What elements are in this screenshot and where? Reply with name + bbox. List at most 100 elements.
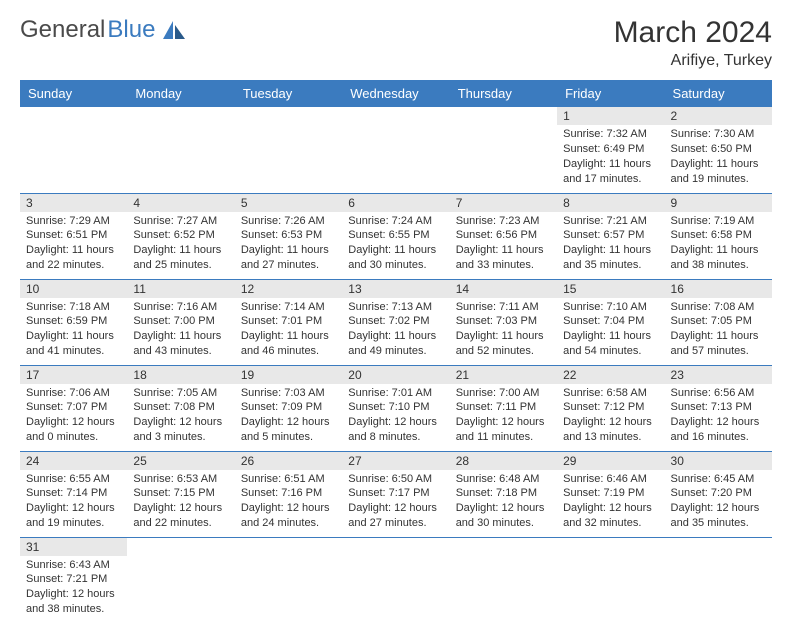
calendar-cell: 26Sunrise: 6:51 AMSunset: 7:16 PMDayligh… <box>235 451 342 537</box>
day-line: Sunset: 7:09 PM <box>241 400 336 415</box>
day-line: Sunset: 7:08 PM <box>133 400 228 415</box>
day-line: Daylight: 12 hours <box>133 501 228 516</box>
calendar-cell: 25Sunrise: 6:53 AMSunset: 7:15 PMDayligh… <box>127 451 234 537</box>
calendar-cell <box>235 107 342 193</box>
day-line: Sunset: 7:01 PM <box>241 314 336 329</box>
calendar-row: 10Sunrise: 7:18 AMSunset: 6:59 PMDayligh… <box>20 279 772 365</box>
day-line: and 19 minutes. <box>26 516 121 531</box>
day-number: 10 <box>20 280 127 298</box>
day-content: Sunrise: 6:50 AMSunset: 7:17 PMDaylight:… <box>342 470 449 535</box>
day-number: 22 <box>557 366 664 384</box>
day-line: Daylight: 12 hours <box>563 415 658 430</box>
day-number: 25 <box>127 452 234 470</box>
day-line: Sunset: 6:59 PM <box>26 314 121 329</box>
day-line: Sunrise: 6:46 AM <box>563 472 658 487</box>
calendar-cell: 9Sunrise: 7:19 AMSunset: 6:58 PMDaylight… <box>665 193 772 279</box>
day-content: Sunrise: 7:19 AMSunset: 6:58 PMDaylight:… <box>665 212 772 277</box>
calendar-cell: 31Sunrise: 6:43 AMSunset: 7:21 PMDayligh… <box>20 537 127 623</box>
day-line: Sunrise: 7:10 AM <box>563 300 658 315</box>
day-content: Sunrise: 7:13 AMSunset: 7:02 PMDaylight:… <box>342 298 449 363</box>
day-line: Daylight: 12 hours <box>26 415 121 430</box>
day-content: Sunrise: 6:56 AMSunset: 7:13 PMDaylight:… <box>665 384 772 449</box>
day-line: and 11 minutes. <box>456 430 551 445</box>
day-content: Sunrise: 7:00 AMSunset: 7:11 PMDaylight:… <box>450 384 557 449</box>
day-line: and 30 minutes. <box>456 516 551 531</box>
day-line: Sunrise: 7:23 AM <box>456 214 551 229</box>
calendar-cell: 4Sunrise: 7:27 AMSunset: 6:52 PMDaylight… <box>127 193 234 279</box>
day-line: and 49 minutes. <box>348 344 443 359</box>
day-line: Sunrise: 6:56 AM <box>671 386 766 401</box>
calendar-cell <box>342 537 449 623</box>
day-content: Sunrise: 7:16 AMSunset: 7:00 PMDaylight:… <box>127 298 234 363</box>
day-line: Sunset: 7:13 PM <box>671 400 766 415</box>
day-number: 21 <box>450 366 557 384</box>
day-line: Sunset: 7:16 PM <box>241 486 336 501</box>
calendar-cell <box>450 537 557 623</box>
day-line: Daylight: 11 hours <box>133 243 228 258</box>
day-number: 4 <box>127 194 234 212</box>
day-number: 24 <box>20 452 127 470</box>
calendar-row: 17Sunrise: 7:06 AMSunset: 7:07 PMDayligh… <box>20 365 772 451</box>
day-line: Sunset: 7:07 PM <box>26 400 121 415</box>
calendar-cell: 10Sunrise: 7:18 AMSunset: 6:59 PMDayligh… <box>20 279 127 365</box>
day-line: Sunrise: 7:08 AM <box>671 300 766 315</box>
day-line: and 19 minutes. <box>671 172 766 187</box>
day-line: and 35 minutes. <box>563 258 658 273</box>
day-number: 12 <box>235 280 342 298</box>
day-line: Sunset: 6:57 PM <box>563 228 658 243</box>
calendar-cell: 30Sunrise: 6:45 AMSunset: 7:20 PMDayligh… <box>665 451 772 537</box>
calendar-cell <box>127 537 234 623</box>
day-number: 20 <box>342 366 449 384</box>
day-line: and 33 minutes. <box>456 258 551 273</box>
day-line: Sunset: 7:05 PM <box>671 314 766 329</box>
day-number: 17 <box>20 366 127 384</box>
calendar-cell <box>557 537 664 623</box>
title-block: March 2024 Arifiye, Turkey <box>614 16 772 70</box>
day-line: Daylight: 12 hours <box>26 501 121 516</box>
day-number: 1 <box>557 107 664 125</box>
day-number: 18 <box>127 366 234 384</box>
day-line: Sunset: 7:12 PM <box>563 400 658 415</box>
calendar-cell: 24Sunrise: 6:55 AMSunset: 7:14 PMDayligh… <box>20 451 127 537</box>
calendar-cell: 5Sunrise: 7:26 AMSunset: 6:53 PMDaylight… <box>235 193 342 279</box>
day-line: Sunrise: 6:58 AM <box>563 386 658 401</box>
day-line: Daylight: 11 hours <box>456 243 551 258</box>
day-line: Sunrise: 6:48 AM <box>456 472 551 487</box>
day-line: and 46 minutes. <box>241 344 336 359</box>
day-line: Sunset: 7:17 PM <box>348 486 443 501</box>
day-line: and 22 minutes. <box>133 516 228 531</box>
day-line: Daylight: 12 hours <box>348 501 443 516</box>
day-number: 9 <box>665 194 772 212</box>
day-line: Sunrise: 7:14 AM <box>241 300 336 315</box>
logo: GeneralBlue <box>20 16 187 44</box>
location: Arifiye, Turkey <box>614 52 772 70</box>
day-number: 11 <box>127 280 234 298</box>
day-line: and 38 minutes. <box>26 602 121 617</box>
weekday-header: Monday <box>127 80 234 107</box>
calendar-cell: 28Sunrise: 6:48 AMSunset: 7:18 PMDayligh… <box>450 451 557 537</box>
day-content: Sunrise: 7:18 AMSunset: 6:59 PMDaylight:… <box>20 298 127 363</box>
day-number: 27 <box>342 452 449 470</box>
day-line: Daylight: 11 hours <box>563 157 658 172</box>
day-line: Sunrise: 7:13 AM <box>348 300 443 315</box>
calendar-cell: 22 Sunrise: 6:58 AMSunset: 7:12 PMDayligh… <box>557 365 664 451</box>
calendar-cell <box>665 537 772 623</box>
calendar-row: 24Sunrise: 6:55 AMSunset: 7:14 PMDayligh… <box>20 451 772 537</box>
day-number: 31 <box>20 538 127 556</box>
day-number: 14 <box>450 280 557 298</box>
day-line: Daylight: 11 hours <box>348 243 443 258</box>
day-line: Sunrise: 7:30 AM <box>671 127 766 142</box>
day-content: Sunrise: 7:29 AMSunset: 6:51 PMDaylight:… <box>20 212 127 277</box>
calendar-row: 31Sunrise: 6:43 AMSunset: 7:21 PMDayligh… <box>20 537 772 623</box>
day-line: Sunrise: 7:11 AM <box>456 300 551 315</box>
calendar-cell: 11Sunrise: 7:16 AMSunset: 7:00 PMDayligh… <box>127 279 234 365</box>
weekday-header: Sunday <box>20 80 127 107</box>
calendar-cell: 6Sunrise: 7:24 AMSunset: 6:55 PMDaylight… <box>342 193 449 279</box>
weekday-header: Thursday <box>450 80 557 107</box>
day-line: Sunrise: 7:01 AM <box>348 386 443 401</box>
calendar-cell: 16Sunrise: 7:08 AMSunset: 7:05 PMDayligh… <box>665 279 772 365</box>
calendar-cell <box>450 107 557 193</box>
day-line: and 38 minutes. <box>671 258 766 273</box>
day-line: Daylight: 12 hours <box>241 501 336 516</box>
day-number: 28 <box>450 452 557 470</box>
